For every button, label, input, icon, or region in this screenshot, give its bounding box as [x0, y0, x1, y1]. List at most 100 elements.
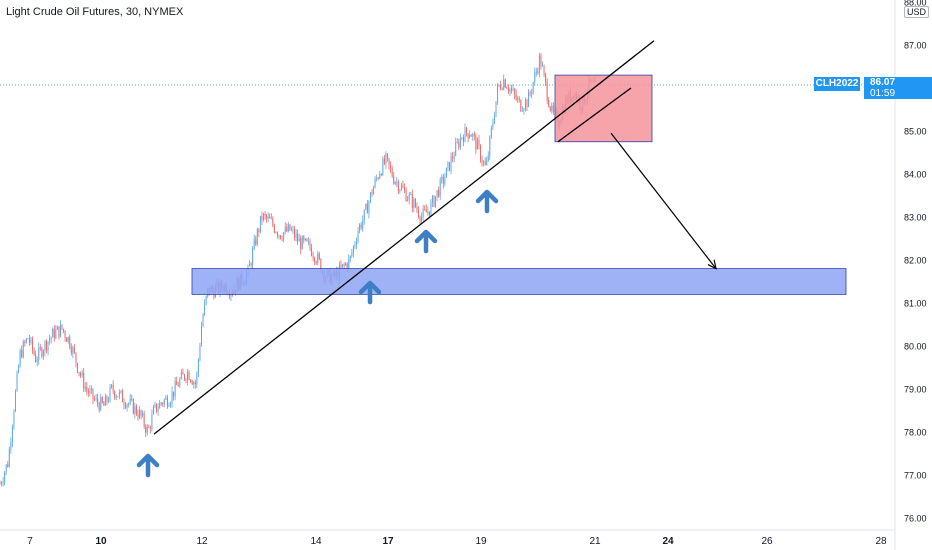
- candle-body: [10, 442, 11, 449]
- currency-label[interactable]: USD: [904, 6, 929, 18]
- candle-body: [128, 403, 129, 404]
- candle-body: [27, 338, 28, 339]
- candle-body: [54, 329, 55, 338]
- candle-body: [189, 372, 190, 380]
- candle-body: [282, 239, 283, 240]
- candle-body: [151, 414, 152, 429]
- candle-body: [302, 236, 303, 249]
- candle-body: [395, 182, 396, 183]
- candle-body: [300, 239, 301, 250]
- candle-body: [75, 353, 76, 363]
- candle-body: [396, 182, 397, 183]
- candle-body: [265, 214, 266, 216]
- candle-body: [127, 404, 128, 407]
- candle-body: [514, 89, 515, 94]
- candle-body: [319, 254, 320, 259]
- candle-body: [516, 94, 517, 99]
- candle-body: [344, 264, 345, 265]
- candle-body: [497, 86, 498, 101]
- candle-body: [23, 342, 24, 357]
- candle-body: [24, 342, 25, 343]
- candle-body: [37, 360, 38, 362]
- candle-body: [299, 239, 300, 242]
- candle-body: [141, 410, 142, 416]
- candle-body: [370, 192, 371, 201]
- candle-body: [263, 214, 264, 220]
- candle-body: [108, 401, 109, 402]
- time-tick-label: 7: [27, 536, 33, 547]
- candle-body: [12, 427, 13, 443]
- candle-body: [412, 194, 413, 208]
- candle-body: [206, 296, 207, 303]
- candle-body: [523, 109, 524, 111]
- time-axis[interactable]: 7 10 12 14 17 19 21 24 26 28: [27, 536, 887, 547]
- candle-body: [173, 392, 174, 397]
- candle-body: [398, 182, 399, 192]
- candle-body: [547, 82, 548, 100]
- candle-body: [20, 350, 21, 366]
- candle-body: [375, 179, 376, 187]
- last-price-badge: CLH2022 86.07 01:59: [864, 77, 932, 99]
- candle-body: [472, 134, 473, 136]
- candle-body: [350, 256, 351, 258]
- candle-body: [460, 138, 461, 147]
- candle-body: [113, 385, 114, 391]
- time-tick-label: 17: [382, 536, 394, 547]
- candle-body: [9, 449, 10, 467]
- candle-body: [181, 372, 182, 379]
- candle-body: [192, 381, 193, 384]
- candle-body: [106, 396, 107, 401]
- candle-body: [44, 341, 45, 351]
- up-arrow-icon: [478, 192, 496, 211]
- candle-body: [72, 347, 73, 353]
- candle-body: [257, 229, 258, 244]
- candle-body: [341, 265, 342, 267]
- candle-body: [130, 399, 131, 404]
- candle-body: [162, 403, 163, 404]
- candle-body: [485, 161, 486, 165]
- candle-body: [509, 89, 510, 91]
- candle-body: [537, 71, 538, 72]
- candle-body: [31, 339, 32, 343]
- candle-body: [13, 411, 14, 426]
- candle-body: [153, 407, 154, 414]
- candle-body: [74, 347, 75, 352]
- candle-body: [43, 351, 44, 356]
- candle-body: [105, 396, 106, 405]
- candle-body: [469, 135, 470, 138]
- candle-body: [148, 427, 149, 428]
- price-tick-label: 87.00: [904, 41, 927, 51]
- price-tick-label: 78.00: [904, 428, 927, 438]
- candle-body: [551, 106, 552, 111]
- candle-body: [254, 239, 255, 249]
- candle-body: [102, 397, 103, 403]
- candle-body: [134, 406, 135, 414]
- candle-body: [486, 161, 487, 165]
- candle-body: [447, 162, 448, 167]
- time-tick-label: 26: [761, 536, 773, 547]
- candle-body: [258, 229, 259, 232]
- candle-body: [294, 229, 295, 238]
- candle-body: [89, 390, 90, 394]
- candle-body: [176, 381, 177, 385]
- time-tick-label: 21: [589, 536, 601, 547]
- candle-body: [196, 373, 197, 384]
- price-tick-label: 82.00: [904, 256, 927, 266]
- candle-body: [57, 326, 58, 329]
- candle-body: [80, 373, 81, 375]
- candle-body: [387, 154, 388, 158]
- candle-body: [275, 232, 276, 233]
- candle-body: [18, 366, 19, 373]
- candle-body: [4, 472, 5, 481]
- candle-body: [86, 387, 87, 391]
- candle-body: [1, 483, 2, 484]
- candle-body: [413, 199, 414, 208]
- candle-body: [97, 398, 98, 403]
- trendline: [154, 41, 654, 434]
- candle-body: [164, 400, 165, 405]
- candle-body: [475, 136, 476, 150]
- candle-body: [190, 380, 191, 382]
- candle-body: [454, 156, 455, 159]
- candle-body: [38, 347, 39, 360]
